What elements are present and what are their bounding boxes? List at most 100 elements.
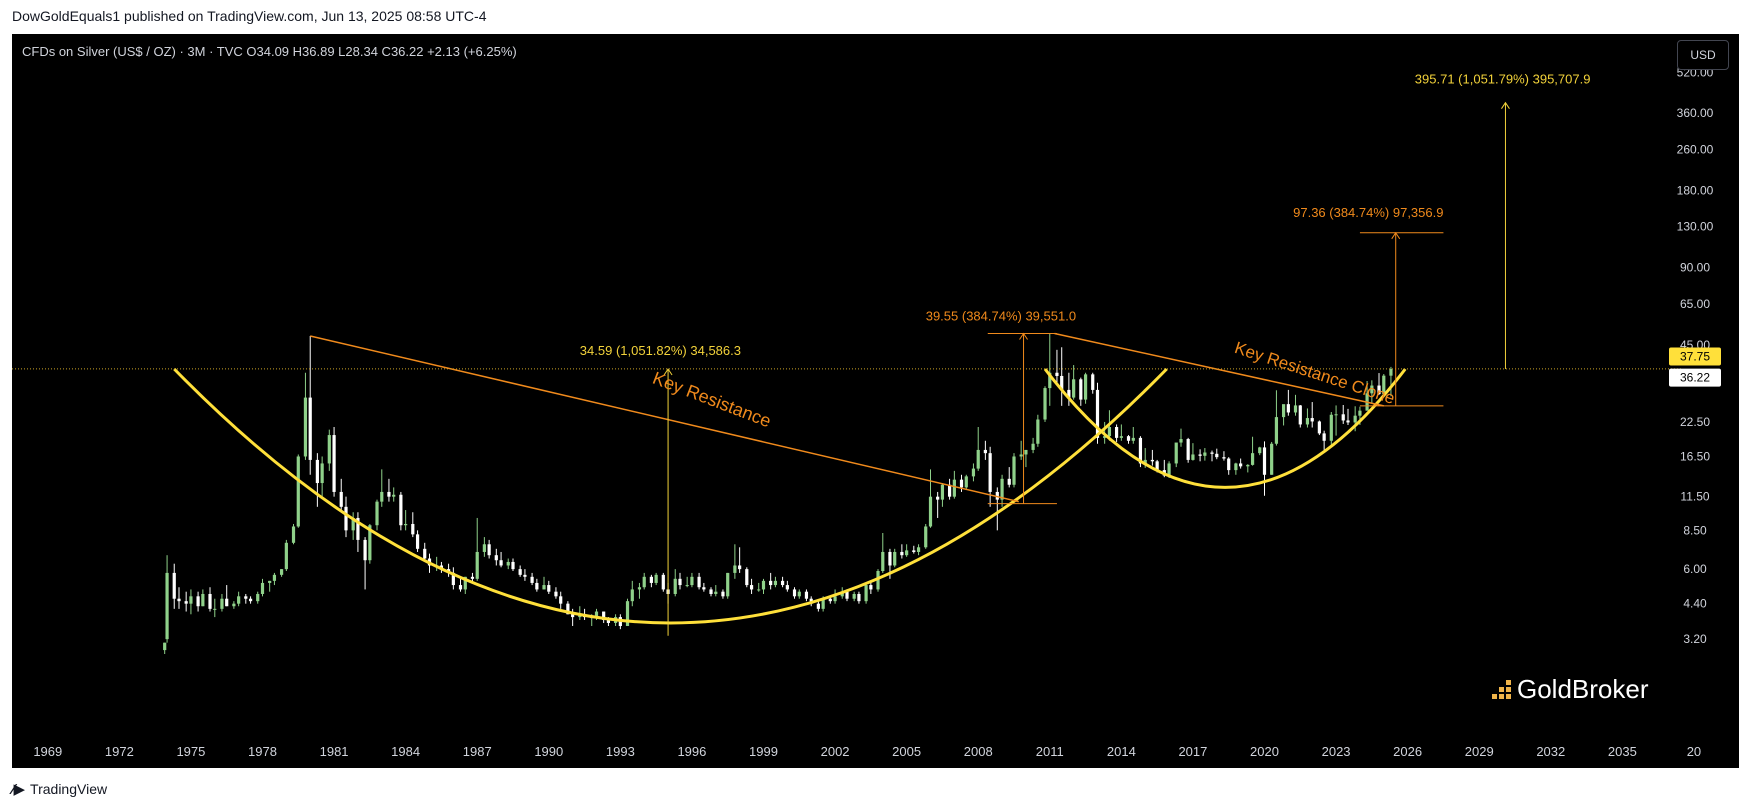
candle-body [976, 449, 980, 469]
candle-body [1095, 389, 1100, 438]
high-price-tag-bg [1669, 347, 1721, 366]
candle-body [685, 585, 689, 587]
y-tick-label: 22.50 [1680, 415, 1710, 429]
candle-body [881, 551, 885, 572]
candle-body [1258, 447, 1262, 454]
candle-body [1203, 452, 1207, 456]
candle-body [1043, 388, 1047, 420]
candle-body [1126, 436, 1131, 441]
candle-body [260, 582, 265, 594]
x-tick-label: 2020 [1250, 744, 1279, 759]
candle-body [327, 435, 331, 464]
candle-body [463, 576, 467, 590]
candle-body [363, 539, 367, 561]
candle-body [1179, 439, 1183, 443]
x-tick-label: 1978 [248, 744, 277, 759]
candle-body [284, 542, 288, 570]
candle-body [1191, 454, 1195, 460]
candle-body [1370, 385, 1374, 394]
candle-body [900, 551, 904, 556]
candle-body [494, 555, 498, 561]
candle-body [936, 496, 940, 500]
x-tick-label: 2026 [1393, 744, 1422, 759]
candle-body [852, 593, 856, 599]
key-resistance-clone-line [1054, 332, 1384, 407]
footer: ⁄▶ TradingView [12, 780, 107, 798]
last-price-tag: 36.22 [1680, 371, 1710, 385]
candle-body [833, 596, 837, 602]
candle-body [678, 578, 682, 586]
candle-body [649, 576, 653, 583]
candle-body [1334, 414, 1338, 416]
candle-body [196, 596, 200, 607]
candle-body [415, 534, 420, 549]
candle-body [547, 585, 551, 592]
candle-body [1019, 454, 1023, 457]
candle-body [559, 596, 563, 604]
goldbroker-logo-icon [1492, 680, 1511, 699]
candle-body [268, 580, 272, 583]
candle-body [912, 550, 916, 552]
candle-body [380, 491, 384, 502]
candle-body [1048, 372, 1052, 389]
candle-body [780, 580, 785, 586]
candle-body [1000, 478, 1004, 500]
candle-body [1024, 449, 1028, 455]
candle-body [1293, 405, 1298, 413]
candle-body [1210, 452, 1214, 454]
candle-body [487, 544, 491, 556]
candle-body [690, 576, 694, 586]
candle-body [554, 591, 558, 597]
candle-body [749, 585, 754, 590]
candle-body [1012, 456, 1016, 485]
annotation-text: 97.36 (384.74%) 97,356.9 [1293, 205, 1443, 220]
y-tick-label: 6.00 [1683, 562, 1707, 576]
candle-body [411, 523, 415, 535]
candle-body [208, 593, 212, 609]
candle-body [506, 561, 510, 566]
candle-body [1305, 418, 1310, 425]
x-tick-label: 1993 [606, 744, 635, 759]
candle-body [1079, 379, 1083, 400]
annotation-text: Key Resistance Clone [1232, 338, 1397, 408]
candle-body [303, 397, 308, 457]
candle-body [1060, 375, 1064, 390]
candle-body [368, 525, 372, 561]
candle-body [1138, 437, 1143, 464]
candle-body [1155, 461, 1159, 471]
candle-body [451, 572, 455, 586]
footer-brand[interactable]: TradingView [30, 781, 108, 797]
tradingview-logo-icon: ⁄▶ [12, 781, 25, 798]
candle-body [535, 582, 539, 590]
candle-body [959, 479, 964, 488]
candle-body [857, 593, 861, 602]
candle-body [769, 580, 773, 586]
x-tick-label: 2029 [1465, 744, 1494, 759]
measure-4-arrow [1501, 101, 1510, 109]
candle-body [163, 642, 167, 651]
candle-body [1167, 463, 1171, 476]
candle-body [828, 598, 832, 602]
candle-body [1341, 414, 1345, 421]
publisher-caption: DowGoldEquals1 published on TradingView.… [12, 8, 487, 24]
y-tick-label: 3.20 [1683, 632, 1707, 646]
x-tick-label: 2035 [1608, 744, 1637, 759]
candle-body [1107, 427, 1112, 437]
currency-button[interactable]: USD [1677, 40, 1729, 70]
candles-group [163, 333, 1393, 654]
annotation-text: 34.59 (1,051.82%) 34,586.3 [580, 343, 741, 358]
x-tick-label: 2008 [964, 744, 993, 759]
candle-body [315, 459, 319, 484]
candle-body [308, 397, 312, 460]
candle-body [571, 614, 575, 618]
candle-body [279, 569, 284, 575]
candle-body [1174, 442, 1178, 464]
candle-body [404, 523, 408, 526]
candle-body [387, 491, 391, 497]
x-tick-label: 2023 [1322, 744, 1351, 759]
candle-body [172, 572, 176, 599]
candle-body [320, 463, 324, 484]
price-chart[interactable]: Key Resistance Key Resistance Clone34.59 … [12, 34, 1739, 768]
candle-body [225, 598, 229, 607]
chart-frame[interactable]: Key Resistance Key Resistance Clone 34.59 … [12, 34, 1739, 768]
